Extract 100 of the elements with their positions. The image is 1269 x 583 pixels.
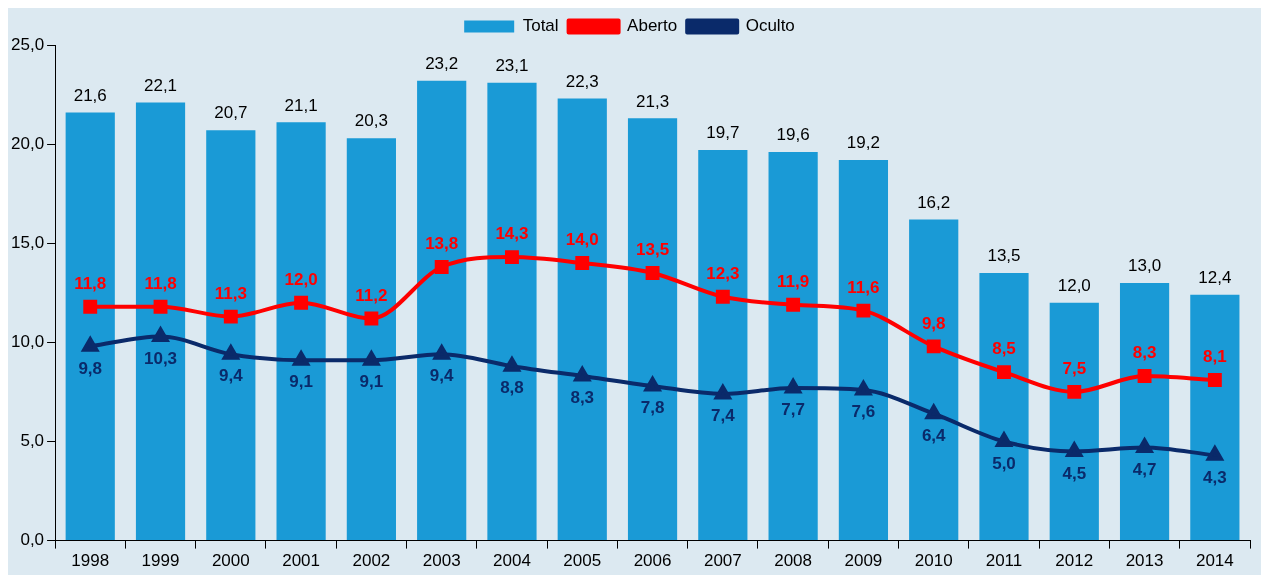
data-label: 11,9 [777,271,810,291]
bar [768,152,818,541]
bar [346,138,396,541]
x-tick-label: 2003 [422,551,461,571]
data-label: 11,2 [355,285,388,305]
data-label: 9,4 [218,366,244,386]
data-label: 23,1 [495,55,529,75]
point [1137,369,1152,384]
x-tick-label: 2007 [703,551,742,571]
point [152,327,169,342]
bar [135,102,186,541]
y-tick-label: 15,0 [10,232,45,252]
y-tick-label: 25,0 [10,34,45,54]
data-label: 9,4 [429,366,455,386]
data-label: 4,3 [1203,467,1227,487]
x-tick-label: 2004 [493,551,531,571]
point [714,384,731,400]
bar [65,112,115,541]
data-label: 20,3 [354,111,388,131]
bar [276,122,326,541]
point [786,297,801,312]
data-label: 19,7 [706,123,740,143]
point [856,303,871,318]
point [223,309,238,324]
point [294,295,309,310]
bar [417,80,467,541]
data-label: 12,0 [1057,275,1091,295]
x-tick-label: 2011 [985,551,1023,571]
data-label: 4,7 [1132,459,1157,479]
x-tick-label: 2005 [563,551,602,571]
data-label: 9,8 [78,358,103,378]
data-label: 10,3 [143,348,178,368]
x-tick-label: 2009 [844,551,883,571]
point [997,365,1011,380]
x-tick-label: 2002 [352,551,391,571]
data-label: 13,5 [987,246,1021,266]
data-label: 5,0 [992,453,1016,473]
bar [698,150,748,541]
point [293,351,310,366]
data-label: 13,5 [636,240,670,260]
point [363,351,380,366]
data-label: 4,5 [1062,463,1087,483]
y-tick-label: 5,0 [20,431,45,451]
bar [487,82,537,541]
point [222,345,239,360]
data-label: 12,3 [706,263,740,283]
data-label: 8,1 [1203,347,1227,367]
data-label: 9,1 [359,372,384,392]
data-label: 7,7 [781,400,805,420]
data-label: 8,3 [570,388,595,408]
point [855,380,872,396]
x-tick-label: 2001 [282,551,321,571]
x-tick-label: 2012 [1055,551,1094,571]
data-label: 19,6 [776,125,810,145]
bar [909,219,959,541]
x-tick-label: 2006 [633,551,672,571]
point [1066,442,1083,457]
point [503,357,521,372]
point [926,339,941,354]
data-label: 6,4 [921,425,947,445]
point [644,376,661,392]
data-label: 12,4 [1198,267,1232,287]
point [1207,373,1222,387]
point [505,250,519,265]
bar [206,130,256,541]
point [433,345,450,360]
legend-label: Aberto [627,16,678,36]
data-label: 7,5 [1062,359,1087,379]
point [715,289,730,304]
x-tick-label: 1999 [141,551,180,571]
data-label: 20,7 [214,103,248,123]
point [785,378,802,394]
data-label: 7,8 [640,398,665,418]
data-label: 12,0 [284,269,318,289]
legend-label: Oculto [745,16,795,36]
point [1136,438,1153,453]
data-label: 19,2 [846,133,880,153]
point [153,299,168,314]
point [83,299,98,314]
point [82,337,99,352]
x-tick-label: 2000 [211,551,250,571]
data-label: 7,4 [711,406,736,426]
y-tick-label: 20,0 [10,133,45,153]
data-label: 21,1 [284,95,318,115]
legend-label: Total [522,16,559,36]
data-label: 14,0 [565,230,599,250]
point [1067,384,1082,399]
bar [1190,294,1240,541]
point [645,266,660,280]
x-tick-label: 1998 [71,551,110,571]
point [995,432,1013,447]
data-label: 22,1 [143,75,178,95]
bar [838,159,889,541]
bar [1049,302,1099,541]
bar [627,118,678,541]
point [574,367,591,382]
x-tick-label: 2008 [774,551,813,571]
data-label: 23,2 [425,53,459,73]
bar [1119,282,1170,541]
data-label: 21,6 [73,85,107,105]
